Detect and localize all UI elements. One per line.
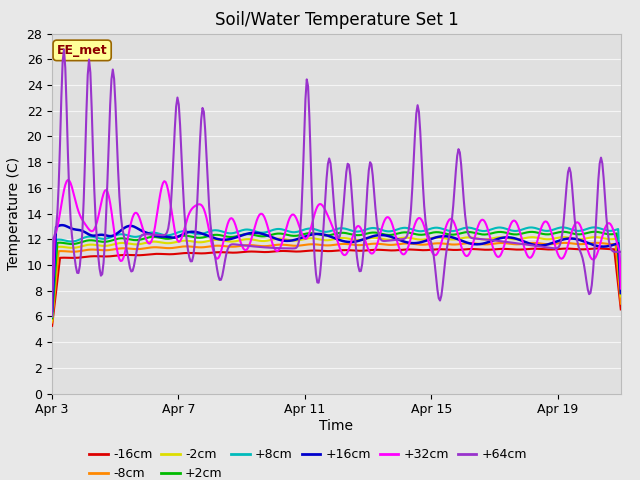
Title: Soil/Water Temperature Set 1: Soil/Water Temperature Set 1 [214, 11, 458, 29]
Legend: -16cm, -8cm, -2cm, +2cm, +8cm, +16cm, +32cm, +64cm: -16cm, -8cm, -2cm, +2cm, +8cm, +16cm, +3… [84, 443, 532, 480]
Text: EE_met: EE_met [57, 44, 108, 57]
Y-axis label: Temperature (C): Temperature (C) [7, 157, 21, 270]
X-axis label: Time: Time [319, 419, 353, 433]
